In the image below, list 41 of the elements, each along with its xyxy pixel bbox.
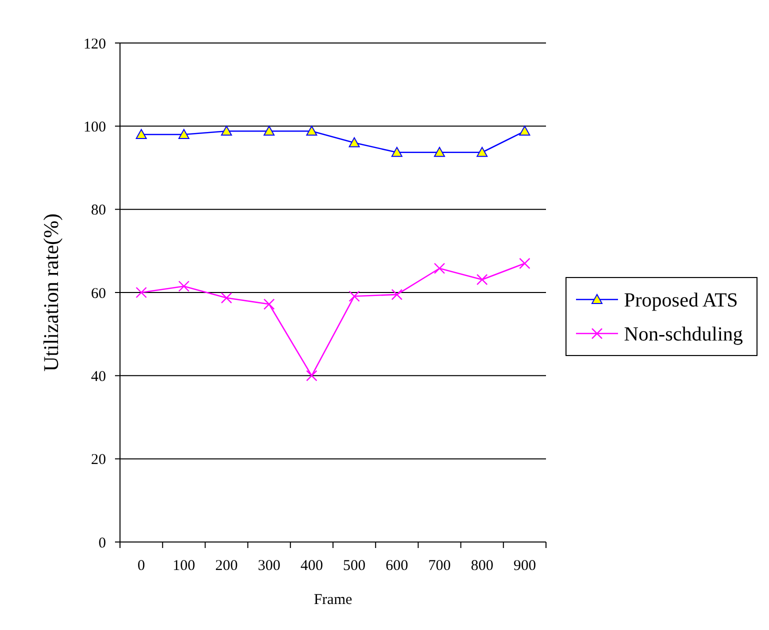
point <box>178 280 190 292</box>
point <box>519 126 530 136</box>
point <box>264 298 275 310</box>
point <box>476 146 488 157</box>
x-tick-label: 200 <box>215 558 238 574</box>
y-tick-label: 0 <box>98 535 106 552</box>
point <box>264 126 275 136</box>
point <box>519 258 530 269</box>
legend-label: Non-schduling <box>624 324 743 346</box>
y-axis-title: Utilization rate(%) <box>39 213 63 372</box>
point <box>221 126 232 136</box>
x-tick-label: 300 <box>258 558 280 574</box>
point <box>348 290 360 302</box>
x-tick-label: 900 <box>513 558 536 574</box>
point <box>476 274 488 286</box>
x-tick-label: 600 <box>386 558 408 574</box>
y-tick-label: 80 <box>91 202 106 219</box>
point <box>306 126 318 136</box>
point <box>220 292 232 304</box>
legend-label: Proposed ATS <box>624 290 738 312</box>
y-tick-label: 20 <box>91 452 106 468</box>
x-tick-label: 100 <box>172 558 196 574</box>
x-tick-label: 400 <box>300 558 323 574</box>
x-tick-label: 800 <box>470 558 494 574</box>
point <box>434 262 446 274</box>
point <box>136 128 147 139</box>
x-tick-label: 500 <box>343 558 366 574</box>
point <box>178 128 190 139</box>
y-tick-label: 40 <box>91 368 106 385</box>
point <box>306 370 318 382</box>
point <box>391 146 402 157</box>
point <box>391 288 402 300</box>
x-tick-label: 700 <box>428 558 451 574</box>
y-tick-label: 100 <box>84 119 106 136</box>
x-tick-label: 0 <box>138 558 146 574</box>
y-tick-label: 60 <box>91 286 106 302</box>
point <box>434 146 445 157</box>
x-axis-title: Frame <box>314 592 352 608</box>
point <box>136 286 147 298</box>
y-tick-label: 120 <box>84 36 106 52</box>
point <box>348 137 360 148</box>
